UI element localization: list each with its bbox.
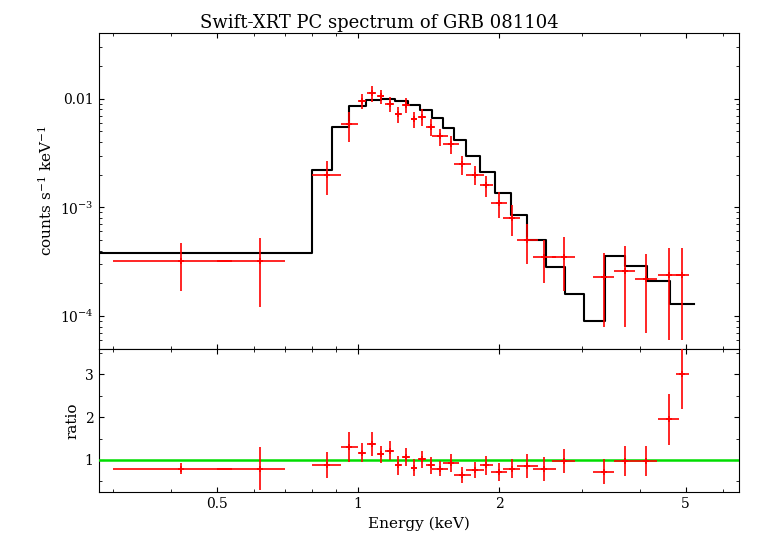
Y-axis label: ratio: ratio [65, 402, 80, 439]
X-axis label: Energy (keV): Energy (keV) [368, 517, 470, 531]
Text: Swift-XRT PC spectrum of GRB 081104: Swift-XRT PC spectrum of GRB 081104 [199, 14, 559, 32]
Y-axis label: counts s$^{-1}$ keV$^{-1}$: counts s$^{-1}$ keV$^{-1}$ [36, 126, 55, 256]
